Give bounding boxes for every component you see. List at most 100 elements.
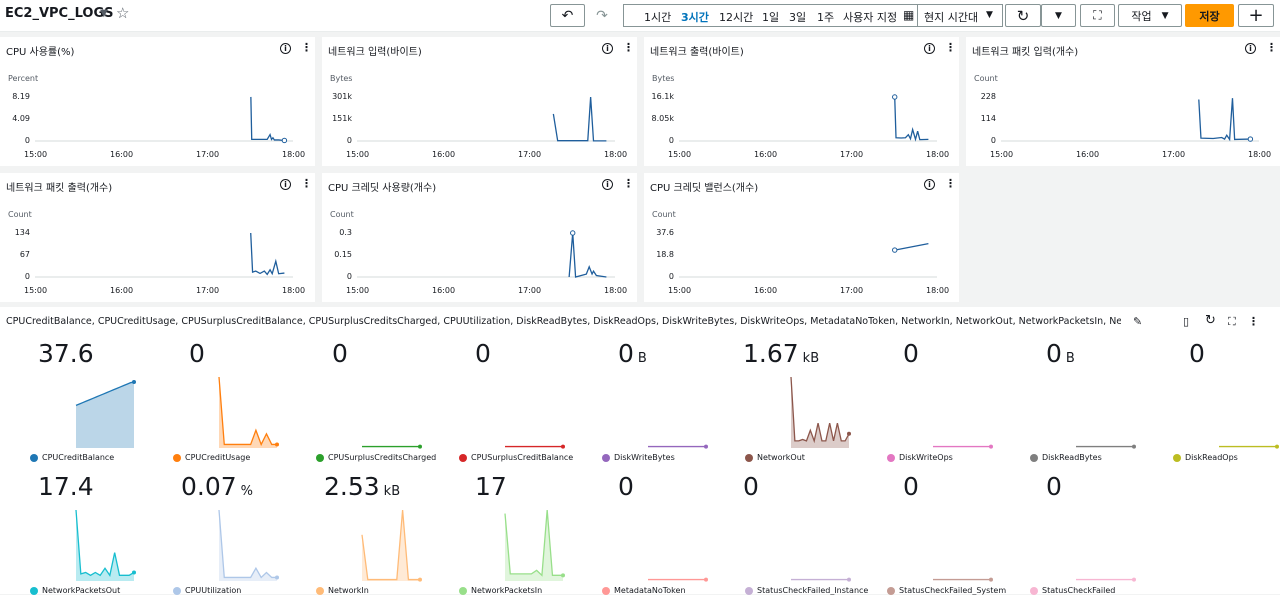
more-options-icon[interactable]: ⋮: [1266, 41, 1277, 54]
sparkline-endpoint: [275, 442, 279, 447]
more-options-icon[interactable]: ⋮: [623, 41, 634, 54]
metric-value: 0: [903, 339, 919, 368]
legend-label: CPUCreditUsage: [185, 453, 251, 462]
legend-label: StatusCheckFailed: [1042, 586, 1116, 595]
fullscreen-icon: ⛶: [1093, 8, 1102, 22]
metric-value: 17: [475, 472, 507, 501]
x-tick-label: 16:00: [432, 150, 456, 159]
info-icon[interactable]: i: [280, 179, 291, 190]
sparkline: [218, 376, 279, 448]
x-tick-label: 16:00: [754, 150, 778, 159]
series-line: [1198, 98, 1251, 142]
save-button[interactable]: 저장: [1185, 4, 1234, 27]
sparkline-line: [361, 509, 420, 581]
metric-value: 0: [618, 472, 634, 501]
metric-value-number: 17.4: [38, 472, 94, 501]
info-icon[interactable]: i: [602, 43, 613, 54]
metric-value-unit: %: [240, 484, 254, 499]
refresh-button[interactable]: ↻: [1005, 4, 1041, 27]
time-range-1w[interactable]: 1주: [817, 11, 835, 24]
x-tick-label: 17:00: [518, 286, 542, 295]
timezone-label: 현지 시간대: [924, 11, 979, 24]
metric-value-number: 0: [618, 472, 634, 501]
widget-network-in: 네트워크 입력(바이트) i ⋮ Bytes 301k 151k 0 15:00 16:00 17…: [322, 37, 637, 166]
x-tick-label: 15:00: [346, 286, 370, 295]
sparkline: [933, 577, 993, 582]
sparkline-endpoint: [418, 577, 422, 582]
metric-value-number: 0: [1046, 339, 1062, 368]
more-options-icon[interactable]: ⋮: [623, 177, 634, 190]
add-widget-button[interactable]: +: [1238, 4, 1274, 27]
panel-title: CPU 사용률(%): [6, 47, 75, 58]
info-icon[interactable]: i: [602, 179, 613, 190]
sparkline-line: [218, 509, 277, 579]
x-tick-label: 18:00: [282, 150, 306, 159]
refresh-options-button[interactable]: ▼: [1041, 4, 1076, 27]
time-range-custom[interactable]: 사용자 지정: [843, 11, 898, 24]
refresh-icon[interactable]: ↻: [1205, 313, 1216, 328]
actions-button[interactable]: 작업 ▼: [1118, 4, 1182, 27]
y-tick-label: 8.05k: [651, 114, 674, 123]
chevron-down-icon[interactable]: ▼: [100, 8, 108, 19]
metric-legend: DiskWriteBytes: [602, 453, 675, 462]
info-icon[interactable]: i: [924, 179, 935, 190]
source-icon[interactable]: ▯: [1183, 315, 1190, 328]
timezone-select[interactable]: 현지 시간대 ▼: [917, 4, 1003, 27]
redo-button[interactable]: ↷: [589, 4, 615, 27]
info-icon[interactable]: i: [924, 43, 935, 54]
more-options-icon[interactable]: ⋮: [945, 41, 956, 54]
y-tick-label: 301k: [332, 92, 352, 101]
y-axis-unit: Bytes: [330, 74, 353, 83]
favorite-star-icon[interactable]: ☆: [116, 4, 130, 22]
edit-icon[interactable]: ✎: [1133, 315, 1143, 328]
x-tick-label: 18:00: [604, 286, 628, 295]
metric-value-unit: kB: [383, 484, 401, 499]
more-options-icon[interactable]: ⋮: [301, 41, 312, 54]
legend-label: NetworkIn: [328, 586, 369, 595]
metric-value: 1.67 kB: [743, 339, 819, 368]
metric-legend: NetworkPacketsIn: [459, 586, 542, 595]
time-range-3d[interactable]: 3일: [789, 11, 807, 24]
series-line: [894, 243, 929, 251]
time-range-12h[interactable]: 12시간: [719, 11, 754, 24]
more-options-icon[interactable]: ⋮: [1248, 315, 1259, 328]
sparkline-endpoint: [1132, 577, 1136, 582]
sparkline-endpoint: [561, 444, 565, 449]
sparkline-area: [219, 510, 277, 581]
calendar-icon[interactable]: ▦: [903, 8, 915, 22]
y-axis-unit: Count: [330, 210, 354, 219]
y-tick-label: 0: [24, 272, 30, 281]
legend-swatch: [316, 453, 324, 462]
info-icon[interactable]: i: [280, 43, 291, 54]
legend-label: DiskWriteBytes: [614, 453, 675, 462]
undo-button[interactable]: ↶: [550, 4, 585, 27]
sparkline-endpoint: [704, 577, 708, 582]
legend-label: NetworkPacketsOut: [42, 586, 121, 595]
time-range-1h[interactable]: 1시간: [644, 11, 672, 24]
time-range-3h[interactable]: 3시간: [681, 11, 709, 24]
metric-value: 0: [475, 339, 491, 368]
info-icon[interactable]: i: [1245, 43, 1256, 54]
more-options-icon[interactable]: ⋮: [945, 177, 956, 190]
more-options-icon[interactable]: ⋮: [301, 177, 312, 190]
legend-label: NetworkOut: [757, 453, 805, 462]
sparkline-line: [790, 376, 850, 444]
sparkline-area: [505, 510, 563, 581]
fullscreen-button[interactable]: ⛶: [1080, 4, 1115, 27]
x-tick-label: 15:00: [668, 150, 692, 159]
legend-swatch: [459, 586, 467, 595]
x-tick-label: 17:00: [840, 286, 864, 295]
metric-value-number: 0: [903, 472, 919, 501]
y-tick-label: 151k: [332, 114, 352, 123]
line-chart: [679, 243, 937, 278]
sparkline-endpoint: [989, 577, 993, 582]
chevron-down-icon: ▼: [1055, 10, 1062, 21]
line-chart: [35, 232, 293, 278]
metric-value-unit: B: [637, 351, 647, 366]
metric-value-number: 0: [743, 472, 759, 501]
expand-icon[interactable]: ⛶: [1228, 315, 1236, 328]
add-icon: +: [1248, 5, 1264, 26]
time-range-1d[interactable]: 1일: [762, 11, 780, 24]
data-point: [892, 94, 898, 100]
